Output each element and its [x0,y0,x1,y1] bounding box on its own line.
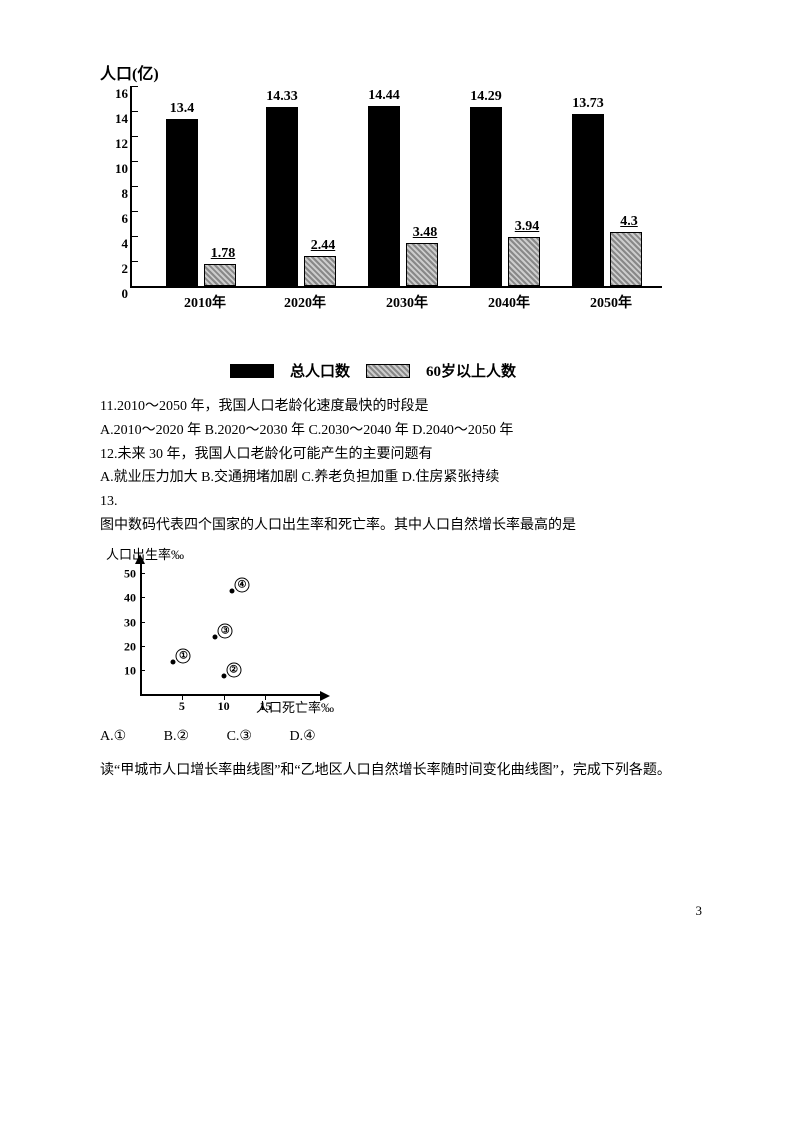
q13-opt-a: A.① [100,728,126,745]
chart1-x-label: 2030年 [362,292,452,312]
q13-opt-d: D.④ [289,728,315,745]
bar-total [572,114,604,286]
scatter-point-label: ④ [235,578,250,593]
bar-total [266,107,298,286]
q13-opt-c: C.③ [227,728,252,745]
chart1-plot-area: 0 2 4 6 8 10 12 14 16 13.4 1.78 2010年 14.33 2.44 2020年… [100,86,660,326]
chart1-y-axis-label: 人口(亿) [100,60,710,84]
chart2-y-tick: 50 [124,566,136,581]
legend-swatch-old [366,364,410,378]
chart2-y-tick: 10 [124,664,136,679]
chart1-y-tick: 4 [98,236,128,252]
chart1-y-tick: 2 [98,261,128,277]
chart1-y-tick: 8 [98,186,128,202]
chart1-y-tick: 12 [98,136,128,152]
closing-paragraph: 读“甲城市人口增长率曲线图”和“乙地区人口自然增长率随时间变化曲线图”，完成下列… [100,759,710,783]
chart2-y-tick: 30 [124,615,136,630]
value-label-old: 3.48 [400,225,450,241]
bar-total [166,119,198,287]
scatter-dot [171,659,176,664]
chart1-y-tick: 0 [98,286,128,302]
scatter-point-label: ③ [218,624,233,639]
q13-options: A.① B.② C.③ D.④ [100,728,710,745]
chart1-x-label: 2050年 [566,292,656,312]
chart2-x-tick: 15 [259,699,271,714]
q11-stem: 11.2010～2050 年，我国人口老龄化速度最快的时段是 [100,395,710,419]
question-11: 11.2010～2050 年，我国人口老龄化速度最快的时段是 A.2010～20… [100,395,710,538]
value-label-old: 1.78 [198,246,248,262]
chart2-y-axis-label: 人口出生率‰ [106,544,184,563]
legend-label-old: 60岁以上人数 [426,360,516,381]
value-label-total: 14.44 [359,88,409,104]
chart1-y-tick: 10 [98,161,128,177]
bar-old [204,264,236,286]
scatter-dot [230,589,235,594]
population-bar-chart: 人口(亿) 0 2 4 6 8 10 12 14 16 13.4 1.78 2010年 14.33 2.4… [100,60,710,381]
scatter-dot [213,635,218,640]
q13-number: 13. [100,490,710,514]
y-axis-arrow-icon [135,554,145,564]
value-label-total: 13.4 [157,101,207,117]
chart2-y-tick: 40 [124,591,136,606]
bar-old [610,232,642,286]
bar-old [508,237,540,286]
q13-desc: 图中数码代表四个国家的人口出生率和死亡率。其中人口自然增长率最高的是 [100,514,710,538]
chart1-y-tick: 16 [98,86,128,102]
q12-stem: 12.未来 30 年，我国人口老龄化可能产生的主要问题有 [100,443,710,467]
value-label-old: 4.3 [604,214,654,230]
scatter-dot [221,674,226,679]
value-label-total: 13.73 [563,96,613,112]
chart1-legend: 总人口数 60岁以上人数 [230,360,710,381]
bar-total [470,107,502,286]
chart1-x-label: 2040年 [464,292,554,312]
q11-options: A.2010～2020 年 B.2020～2030 年 C.2030～2040 … [100,419,710,443]
chart1-x-label: 2010年 [160,292,250,312]
scatter-point-label: ① [176,648,191,663]
scatter-point-label: ② [226,663,241,678]
q13-opt-b: B.② [164,728,189,745]
chart1-x-label: 2020年 [260,292,350,312]
value-label-total: 14.29 [461,89,511,105]
page-number: 3 [100,903,710,919]
legend-swatch-total [230,364,274,378]
value-label-old: 2.44 [298,238,348,254]
chart2-x-tick: 5 [179,699,185,714]
value-label-old: 3.94 [502,219,552,235]
bar-old [406,243,438,287]
bar-old [304,256,336,287]
closing-text: 读“甲城市人口增长率曲线图”和“乙地区人口自然增长率随时间变化曲线图”，完成下列… [100,759,710,783]
legend-label-total: 总人口数 [290,360,350,381]
chart1-y-tick: 6 [98,211,128,227]
q12-options: A.就业压力加大 B.交通拥堵加剧 C.养老负担加重 D.住房紧张持续 [100,466,710,490]
birth-death-scatter-chart: 人口出生率‰ 人口死亡率‰ 102030405051015①②③④ [104,544,334,714]
chart2-y-tick: 20 [124,640,136,655]
value-label-total: 14.33 [257,89,307,105]
bar-total [368,106,400,287]
chart2-x-tick: 10 [218,699,230,714]
chart1-y-tick: 14 [98,111,128,127]
